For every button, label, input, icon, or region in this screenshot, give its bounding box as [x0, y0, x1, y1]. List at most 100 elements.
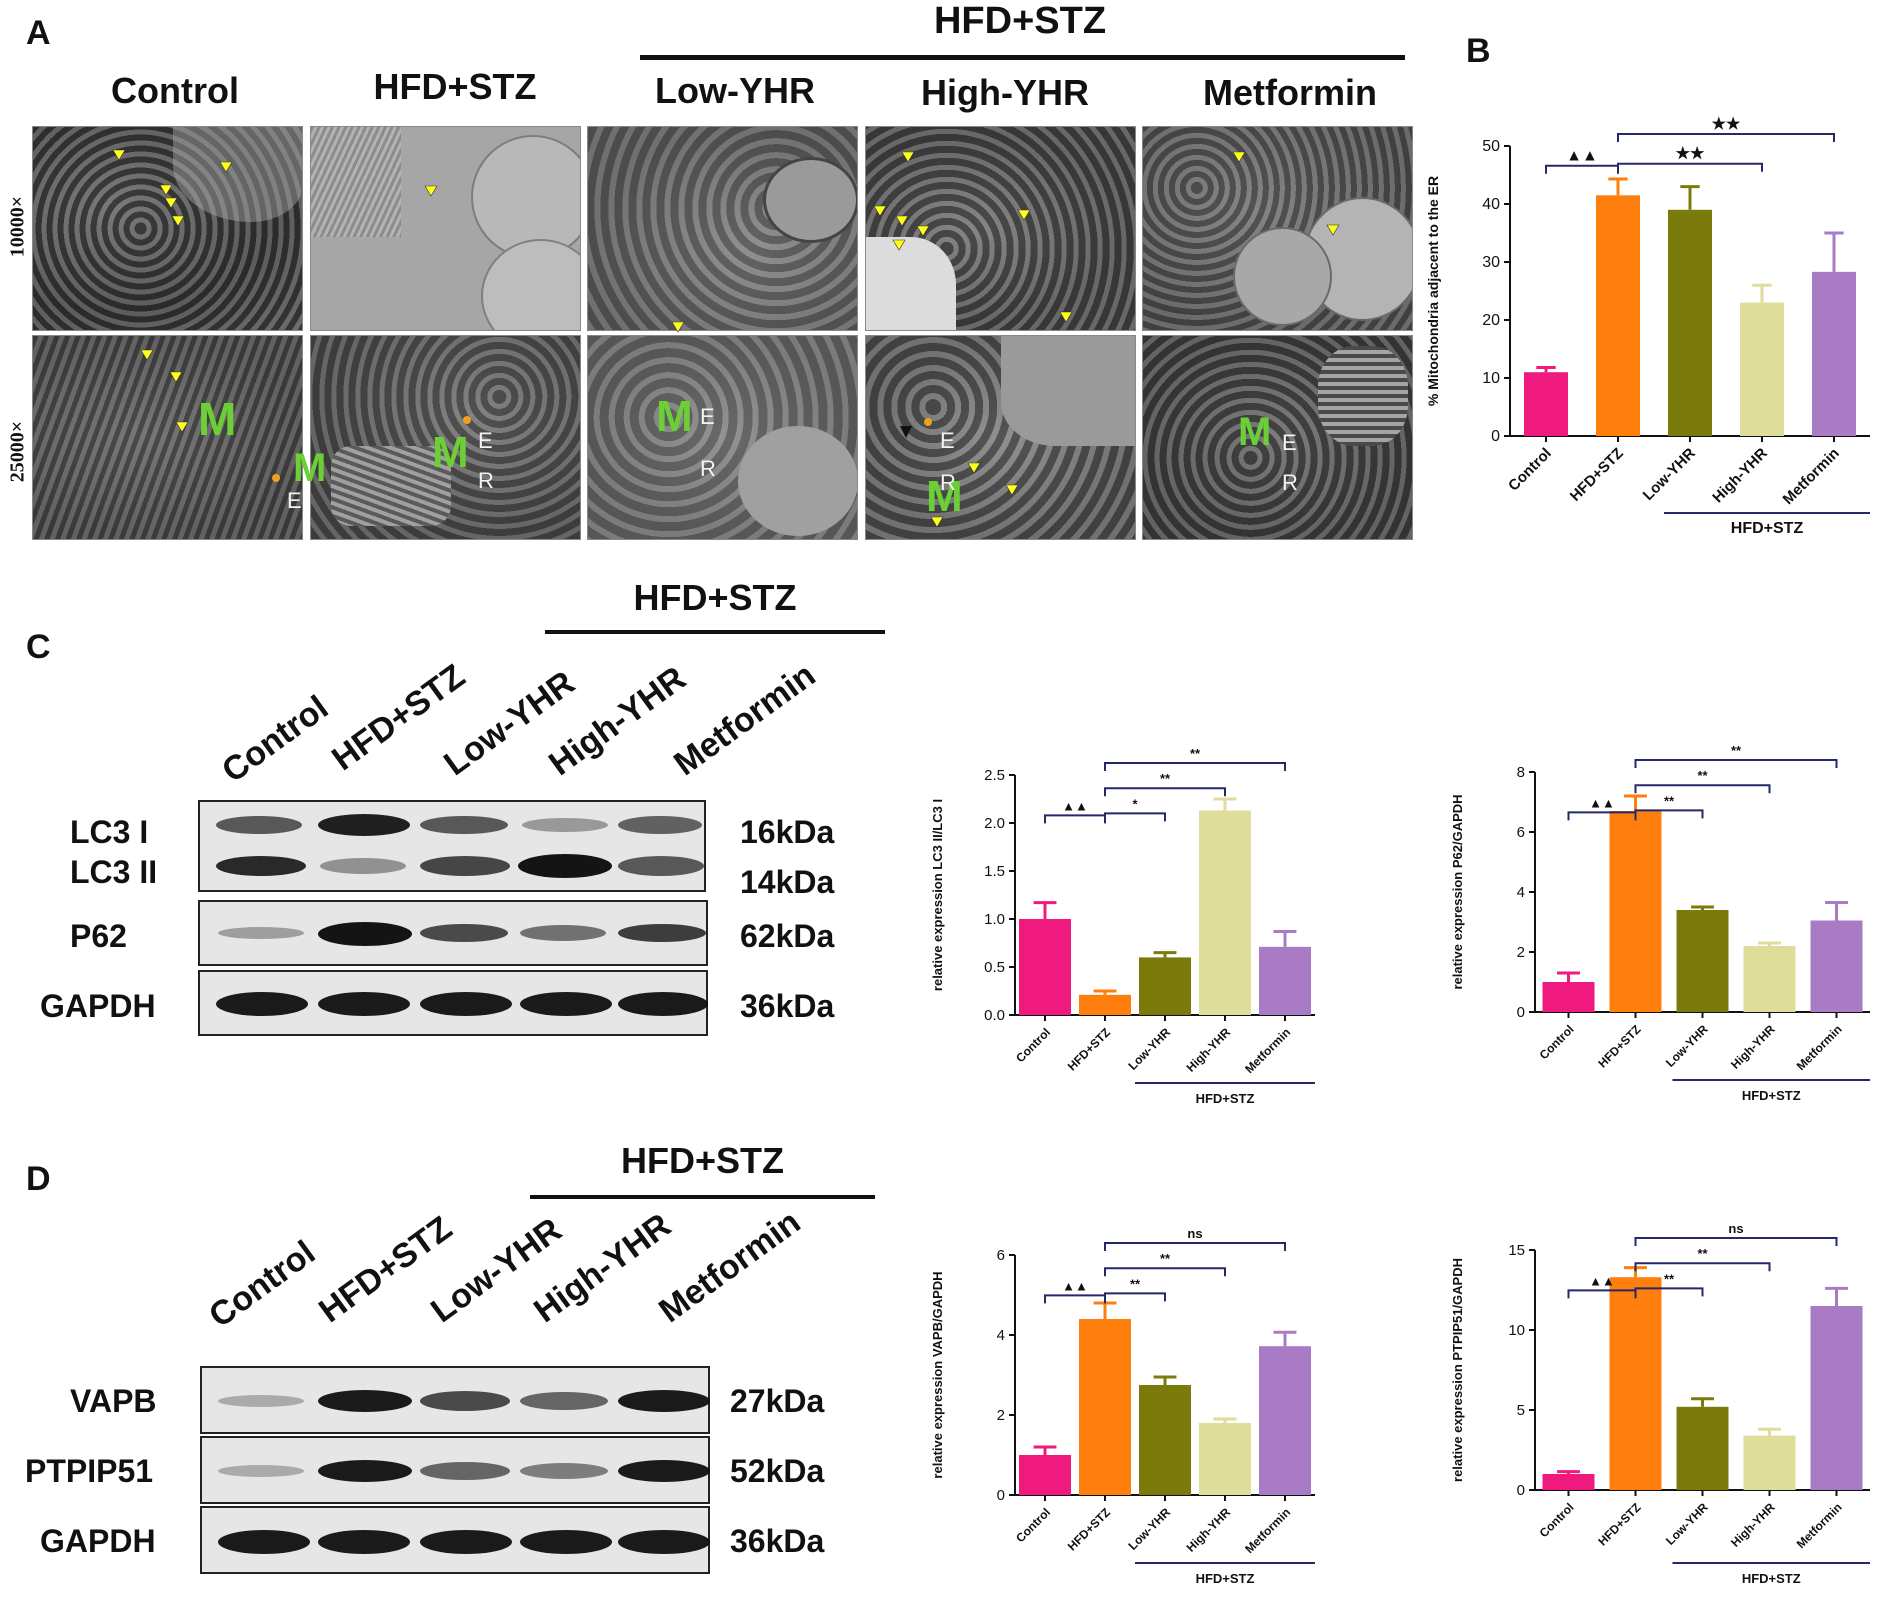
chart-d1-y-label: relative expression VAPB/GAPDH [930, 1271, 945, 1478]
tem-image-metformin-10000 [1142, 126, 1413, 331]
chart-c1-bar [1019, 919, 1071, 1015]
tem-label-mito-high: M [926, 472, 963, 521]
chart-d1-x-tick-label: High-YHR [1184, 1505, 1234, 1555]
blot-ptpip51 [200, 1436, 710, 1504]
chart-d1-y-tick-label: 4 [997, 1327, 1005, 1344]
chart-d1-x-tick-label: Metformin [1242, 1505, 1293, 1556]
chart-c1-sig-label: ** [1190, 746, 1201, 761]
panel-c-kda-62: 62kDa [740, 918, 835, 954]
panel-c-kda-36: 36kDa [740, 988, 835, 1024]
tem-label-er-low-e: E [700, 404, 715, 429]
tem-label-er-metformin-r: R [1282, 470, 1298, 495]
panel-d-kda-36: 36kDa [730, 1523, 825, 1559]
panel-label-a: A [26, 14, 51, 52]
chart-c2-x-tick-label: Metformin [1794, 1022, 1845, 1073]
chart-b-x-tick-label: HFD+STZ [1567, 445, 1627, 505]
chart-b-sig-label: ★★ [1676, 146, 1705, 163]
panel-d-protein-vapb: VAPB [70, 1383, 157, 1419]
chart-c2-bar [1743, 946, 1796, 1012]
chart-b-y-tick-label: 0 [1491, 428, 1500, 445]
chart-c2-y-label: relative expression P62/GAPDH [1450, 794, 1465, 989]
panel-d-protein-gapdh: GAPDH [40, 1523, 156, 1559]
panel-label-b: B [1466, 32, 1491, 70]
chart-c2-y-tick-label: 0 [1517, 1004, 1525, 1021]
chart-d2-y-tick-label: 10 [1508, 1322, 1525, 1339]
panel-c-protein-gapdh: GAPDH [40, 988, 156, 1024]
chart-b-x-tick-label: High-YHR [1709, 445, 1771, 507]
chart-b-bar [1524, 372, 1568, 436]
tem-image-low-10000 [587, 126, 858, 331]
chart-b-bar [1668, 209, 1712, 436]
chart-c1-bar [1199, 810, 1251, 1015]
chart-c2-bar [1810, 920, 1863, 1012]
panel-c-group-line [545, 630, 885, 634]
chart-d2-bar [1609, 1277, 1662, 1490]
chart-c1-y-tick-label: 0.5 [984, 959, 1005, 976]
tem-label-er-hfd-e: E [478, 428, 493, 453]
chart-d2-x-tick-label: High-YHR [1728, 1500, 1778, 1550]
chart-c2-y-tick-label: 6 [1517, 824, 1525, 841]
panel-a-col-control: Control [111, 70, 239, 111]
chart-d1-x-tick-label: HFD+STZ [1065, 1505, 1113, 1553]
chart-d2-x-tick-label: Low-YHR [1663, 1500, 1711, 1548]
chart-c1-y-tick-label: 2.0 [984, 815, 1005, 832]
chart-d1-sig-bracket [1104, 1292, 1166, 1302]
chart-c1-sig-bracket [1104, 762, 1286, 771]
chart-d1-x-tick-label: Low-YHR [1126, 1505, 1174, 1553]
chart-c1-x-tick-label: Low-YHR [1126, 1025, 1174, 1073]
panel-label-c: C [26, 628, 51, 666]
tem-label-er-high-e: E [940, 428, 955, 453]
chart-b: 0 10 20 30 40 50 % Mitochondria adjacent to th… [1425, 116, 1870, 537]
chart-b-y-tick-label: 30 [1482, 254, 1500, 271]
tem-image-hfd-10000 [310, 126, 581, 331]
chart-c2-bar [1542, 982, 1595, 1012]
chart-c2-x-tick-label: High-YHR [1728, 1022, 1778, 1072]
panel-label-d: D [26, 1160, 51, 1198]
chart-c1-sig-label: ** [1160, 771, 1171, 786]
chart-c2-sig-label: ** [1697, 768, 1708, 783]
chart-c1-sig-label: * [1132, 796, 1138, 811]
chart-d2-sig-bracket [1634, 1287, 1704, 1297]
chart-d1-bar [1079, 1319, 1131, 1495]
panel-a-group-header: HFD+STZ [933, 0, 1107, 42]
chart-d2-sig-label: ** [1697, 1246, 1708, 1261]
chart-d2-bar [1542, 1474, 1595, 1490]
chart-d1-y-tick-label: 0 [997, 1487, 1005, 1504]
chart-b-y-tick-label: 40 [1482, 196, 1500, 213]
blot-vapb [200, 1366, 710, 1434]
tem-label-mito-control-2: M [293, 446, 327, 490]
chart-d2-sig-label: ▲▲ [1589, 1273, 1615, 1288]
chart-c2-y-tick-label: 8 [1517, 764, 1525, 781]
chart-c2-sig-bracket [1634, 759, 1838, 768]
chart-d1: 0 2 4 6 relative expression VAPB/GAPDH Contro… [930, 1226, 1315, 1586]
tem-image-control-25000 [32, 335, 303, 540]
chart-d2-sig-label: ** [1664, 1271, 1675, 1286]
chart-d2-sig-label: ns [1728, 1221, 1743, 1236]
chart-d1-sig-bracket [1104, 1242, 1286, 1251]
tem-label-mito-hfd: M [432, 428, 469, 477]
panel-c-kda-16: 16kDa [740, 814, 835, 850]
chart-d1-sig-label: ▲▲ [1062, 1278, 1088, 1293]
chart-c1-sig-bracket [1104, 812, 1166, 822]
panel-d-kda-27: 27kDa [730, 1383, 825, 1419]
chart-d1-bar [1199, 1423, 1251, 1495]
chart-c1-y-tick-label: 2.5 [984, 767, 1005, 784]
panel-a-group-line [640, 55, 1405, 60]
tem-image-hfd-25000 [310, 335, 581, 540]
chart-c2-sig-label: ** [1731, 743, 1742, 758]
chart-c1-sig-bracket [1044, 814, 1106, 824]
chart-d1-group-label: HFD+STZ [1196, 1571, 1255, 1586]
tem-image-low-25000 [587, 335, 858, 540]
blot-lc3 [198, 800, 706, 892]
chart-d2-y-tick-label: 0 [1517, 1482, 1525, 1499]
chart-c2-group-label: HFD+STZ [1742, 1088, 1801, 1103]
blot-p62 [198, 900, 708, 966]
chart-c2-x-tick-label: Control [1537, 1022, 1577, 1062]
chart-d2-bar [1743, 1435, 1796, 1490]
chart-b-y-tick-label: 10 [1482, 370, 1500, 387]
panel-c-kda-14: 14kDa [740, 864, 835, 900]
panel-a-col-hfd: HFD+STZ [373, 66, 537, 107]
chart-b-sig-label: ▲▲ [1566, 148, 1598, 165]
tem-label-er-metformin-e: E [1282, 430, 1297, 455]
chart-c1-group-label: HFD+STZ [1196, 1091, 1255, 1106]
